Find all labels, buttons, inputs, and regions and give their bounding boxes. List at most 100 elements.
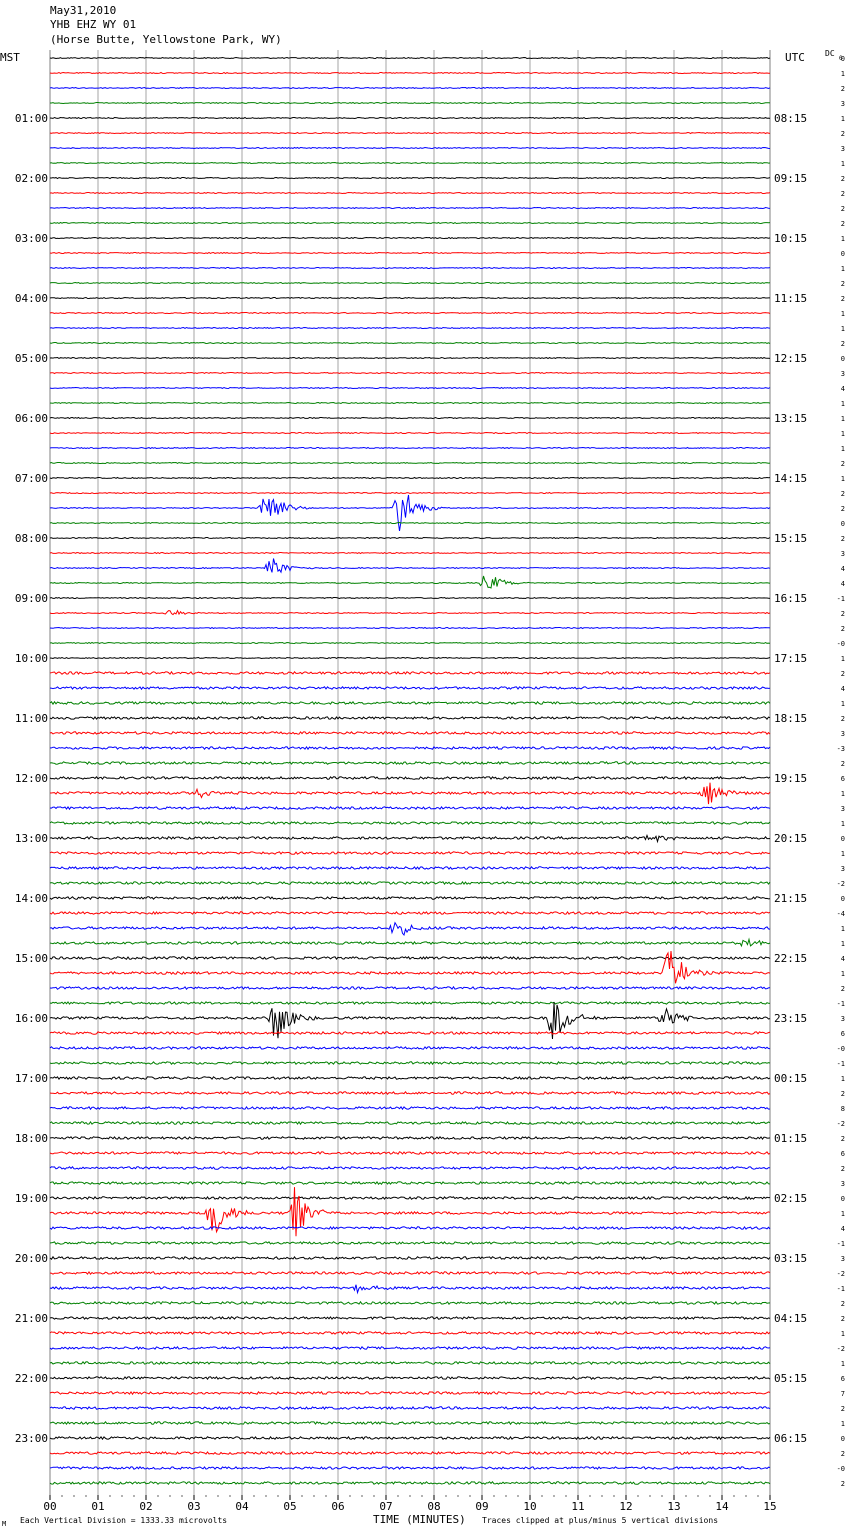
dc-offset-label: 2 bbox=[841, 340, 845, 348]
dc-offset-label: 1 bbox=[841, 1075, 845, 1083]
right-hour-label: 05:15 bbox=[774, 1372, 807, 1385]
trace-line bbox=[49, 446, 771, 450]
dc-offset-label: 4 bbox=[841, 385, 845, 393]
trace-line bbox=[49, 1360, 771, 1366]
trace-line bbox=[49, 656, 771, 660]
dc-offset-label: -3 bbox=[837, 745, 845, 753]
trace-line bbox=[49, 56, 771, 60]
dc-offset-label: 2 bbox=[841, 1165, 845, 1173]
dc-offset-label: 3 bbox=[841, 1255, 845, 1263]
dc-offset-label: 7 bbox=[841, 1390, 845, 1398]
dc-offset-label: 2 bbox=[841, 1300, 845, 1308]
dc-offset-label: 2 bbox=[841, 1405, 845, 1413]
trace-line bbox=[49, 833, 770, 844]
x-tick-label: 01 bbox=[91, 1500, 104, 1513]
trace-line bbox=[49, 745, 771, 751]
trace-line bbox=[49, 131, 771, 135]
dc-offset-label: 1 bbox=[841, 925, 845, 933]
dc-offset-label: 2 bbox=[841, 1135, 845, 1143]
trace-line bbox=[49, 921, 771, 937]
trace-line bbox=[49, 895, 771, 901]
trace-line bbox=[49, 431, 771, 435]
x-tick-label: 03 bbox=[187, 1500, 200, 1513]
dc-offset-label: 0 bbox=[841, 895, 845, 903]
trace-line bbox=[49, 1001, 771, 1006]
trace-line bbox=[49, 1046, 771, 1051]
x-tick-label: 13 bbox=[667, 1500, 680, 1513]
dc-offset-label: 3 bbox=[841, 1180, 845, 1188]
dc-offset-label: -1 bbox=[837, 1000, 845, 1008]
x-tick-label: 07 bbox=[379, 1500, 392, 1513]
dc-offset-label: 3 bbox=[841, 1015, 845, 1023]
dc-offset-label: 8 bbox=[841, 1105, 845, 1113]
trace-line bbox=[49, 1406, 771, 1410]
dc-offset-label: 2 bbox=[841, 760, 845, 768]
left-hour-label: 01:00 bbox=[15, 112, 48, 125]
station-title: YHB EHZ WY 01 bbox=[50, 18, 137, 31]
trace-line bbox=[49, 1226, 771, 1230]
trace-line bbox=[49, 116, 771, 120]
trace-line bbox=[49, 641, 771, 645]
trace-line bbox=[49, 911, 771, 915]
x-tick-label: 06 bbox=[331, 1500, 344, 1513]
trace-line bbox=[49, 71, 770, 75]
trace-line bbox=[49, 461, 771, 465]
right-hour-label: 01:15 bbox=[774, 1132, 807, 1145]
trace-line bbox=[49, 1330, 771, 1336]
trace-line bbox=[49, 1241, 771, 1245]
dc-offset-label: 6 bbox=[841, 775, 845, 783]
trace-line bbox=[49, 326, 771, 330]
right-hour-label: 02:15 bbox=[774, 1192, 807, 1205]
dc-offset-label: 2 bbox=[841, 85, 845, 93]
trace-line bbox=[49, 371, 771, 375]
trace-line bbox=[49, 1435, 771, 1441]
right-hour-label: 00:15 bbox=[774, 1072, 807, 1085]
trace-line bbox=[49, 281, 771, 285]
trace-line bbox=[49, 356, 771, 360]
dc-offset-label: 2 bbox=[841, 505, 845, 513]
dc-offset-label: 0 bbox=[841, 520, 845, 528]
trace-line bbox=[49, 146, 771, 150]
trace-line bbox=[49, 1076, 771, 1080]
dc-offset-label: 2 bbox=[841, 1315, 845, 1323]
trace-line bbox=[49, 1030, 771, 1035]
x-tick-label: 14 bbox=[715, 1500, 729, 1513]
trace-line bbox=[49, 1316, 771, 1321]
left-hour-label: 09:00 bbox=[15, 592, 48, 605]
dc-offset-label: -4 bbox=[837, 910, 845, 918]
right-hour-label: 16:15 bbox=[774, 592, 807, 605]
trace-line bbox=[49, 609, 771, 616]
left-hour-label: 04:00 bbox=[15, 292, 48, 305]
dc-offset-label: 2 bbox=[841, 175, 845, 183]
right-hour-label: 11:15 bbox=[774, 292, 807, 305]
trace-line bbox=[49, 881, 771, 885]
dc-offset-label: 1 bbox=[841, 700, 845, 708]
dc-offset-label: 3 bbox=[841, 550, 845, 558]
trace-line bbox=[50, 1376, 771, 1381]
trace-line bbox=[49, 821, 771, 825]
left-hour-label: 06:00 bbox=[15, 412, 48, 425]
left-hour-label: 10:00 bbox=[15, 652, 48, 665]
trace-line bbox=[49, 937, 771, 948]
trace-line bbox=[49, 206, 771, 210]
dc-offset-label: 2 bbox=[841, 190, 845, 198]
dc-offset-label: 1 bbox=[841, 265, 845, 273]
dc-offset-label: 2 bbox=[841, 205, 845, 213]
left-hour-label: 15:00 bbox=[15, 952, 48, 965]
footer-mark: M bbox=[2, 1520, 6, 1528]
dc-offset-label: 0 bbox=[841, 1195, 845, 1203]
trace-line bbox=[49, 985, 771, 990]
trace-line bbox=[49, 551, 771, 555]
left-hour-label: 12:00 bbox=[15, 772, 48, 785]
dc-offset-label: 1 bbox=[841, 310, 845, 318]
dc-offset-label: 4 bbox=[841, 685, 845, 693]
trace-line bbox=[50, 782, 771, 805]
left-timezone-label: MST bbox=[0, 51, 20, 64]
trace-line bbox=[49, 221, 771, 225]
dc-offset-label: 0 bbox=[841, 1435, 845, 1443]
x-tick-label: 00 bbox=[43, 1500, 56, 1513]
dc-offset-label: 4 bbox=[841, 955, 845, 963]
left-hour-label: 22:00 bbox=[15, 1372, 48, 1385]
trace-line bbox=[49, 1151, 771, 1155]
